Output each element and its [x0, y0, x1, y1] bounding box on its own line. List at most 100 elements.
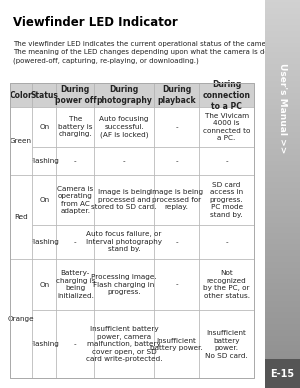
- Text: Battery-
charging is
being
initialized.: Battery- charging is being initialized.: [56, 270, 95, 299]
- Bar: [265, 157, 300, 159]
- Text: -: -: [175, 282, 178, 288]
- Text: Red: Red: [14, 214, 28, 220]
- Bar: [265, 14, 300, 16]
- Bar: [265, 208, 300, 210]
- Bar: [265, 146, 300, 147]
- Bar: [265, 372, 300, 374]
- Bar: [265, 101, 300, 103]
- Bar: [265, 29, 300, 31]
- Text: SD card
access in
progress.
PC mode
stand by.: SD card access in progress. PC mode stan…: [210, 182, 243, 218]
- Bar: [265, 159, 300, 161]
- Bar: [265, 138, 300, 140]
- Text: Color: Color: [10, 91, 32, 100]
- Bar: [265, 275, 300, 277]
- Bar: [265, 334, 300, 336]
- Bar: [265, 378, 300, 380]
- Bar: [265, 97, 300, 99]
- Bar: [265, 33, 300, 35]
- Bar: [265, 8, 300, 10]
- Bar: [265, 4, 300, 6]
- Bar: [265, 268, 300, 270]
- Bar: [265, 35, 300, 37]
- Bar: [265, 225, 300, 227]
- Bar: [265, 12, 300, 14]
- Bar: [265, 54, 300, 56]
- Bar: [32, 259, 56, 310]
- Bar: [265, 305, 300, 307]
- Bar: [265, 169, 300, 171]
- Bar: [265, 39, 300, 41]
- Bar: [265, 246, 300, 248]
- Bar: [265, 223, 300, 225]
- Bar: [265, 260, 300, 262]
- Bar: [265, 233, 300, 235]
- Bar: [265, 301, 300, 303]
- Bar: [265, 47, 300, 48]
- Bar: [32, 147, 56, 175]
- Bar: [265, 359, 300, 361]
- Bar: [265, 340, 300, 341]
- Bar: [265, 291, 300, 293]
- Bar: [265, 6, 300, 8]
- Bar: [265, 83, 300, 85]
- Bar: [265, 258, 300, 260]
- Bar: [265, 80, 300, 81]
- Text: -: -: [74, 239, 76, 245]
- Text: -: -: [225, 158, 228, 164]
- Text: -: -: [123, 158, 125, 164]
- Bar: [265, 37, 300, 39]
- Bar: [265, 200, 300, 202]
- Bar: [265, 130, 300, 132]
- Text: -: -: [74, 341, 76, 347]
- Bar: [265, 299, 300, 301]
- Text: Flashing: Flashing: [29, 158, 59, 164]
- Bar: [265, 182, 300, 184]
- Bar: [265, 322, 300, 324]
- Bar: [265, 175, 300, 177]
- Bar: [265, 109, 300, 111]
- Bar: [265, 70, 300, 72]
- Bar: [265, 155, 300, 157]
- Bar: [265, 277, 300, 279]
- Bar: [265, 326, 300, 328]
- Bar: [265, 229, 300, 231]
- Bar: [265, 136, 300, 138]
- Bar: [265, 355, 300, 357]
- Bar: [94, 83, 154, 107]
- Bar: [265, 134, 300, 136]
- Bar: [56, 147, 94, 175]
- Text: The viewfinder LED indicates the current operational status of the camera.
The m: The viewfinder LED indicates the current…: [13, 41, 280, 64]
- Bar: [265, 318, 300, 320]
- Bar: [265, 297, 300, 299]
- Bar: [265, 303, 300, 305]
- Bar: [56, 225, 94, 259]
- Bar: [265, 107, 300, 109]
- Text: Auto focus failure, or
Interval photography
stand by.: Auto focus failure, or Interval photogra…: [86, 231, 162, 253]
- Bar: [265, 369, 300, 371]
- Bar: [265, 210, 300, 211]
- Bar: [265, 81, 300, 83]
- Bar: [265, 336, 300, 338]
- Bar: [154, 107, 199, 147]
- Bar: [56, 310, 94, 378]
- Bar: [265, 114, 300, 116]
- Bar: [265, 285, 300, 287]
- Bar: [265, 244, 300, 246]
- Bar: [265, 173, 300, 175]
- Text: -: -: [175, 124, 178, 130]
- Bar: [265, 177, 300, 178]
- Bar: [154, 259, 199, 310]
- Bar: [265, 328, 300, 330]
- Text: Not
recognized
by the PC, or
other status.: Not recognized by the PC, or other statu…: [203, 270, 250, 299]
- Bar: [154, 175, 199, 225]
- Bar: [265, 103, 300, 105]
- Bar: [265, 52, 300, 54]
- Bar: [265, 66, 300, 68]
- Bar: [265, 252, 300, 254]
- Bar: [265, 16, 300, 17]
- Text: -: -: [74, 158, 76, 164]
- Bar: [32, 107, 56, 147]
- Bar: [265, 163, 300, 165]
- Bar: [265, 371, 300, 372]
- Bar: [265, 23, 300, 25]
